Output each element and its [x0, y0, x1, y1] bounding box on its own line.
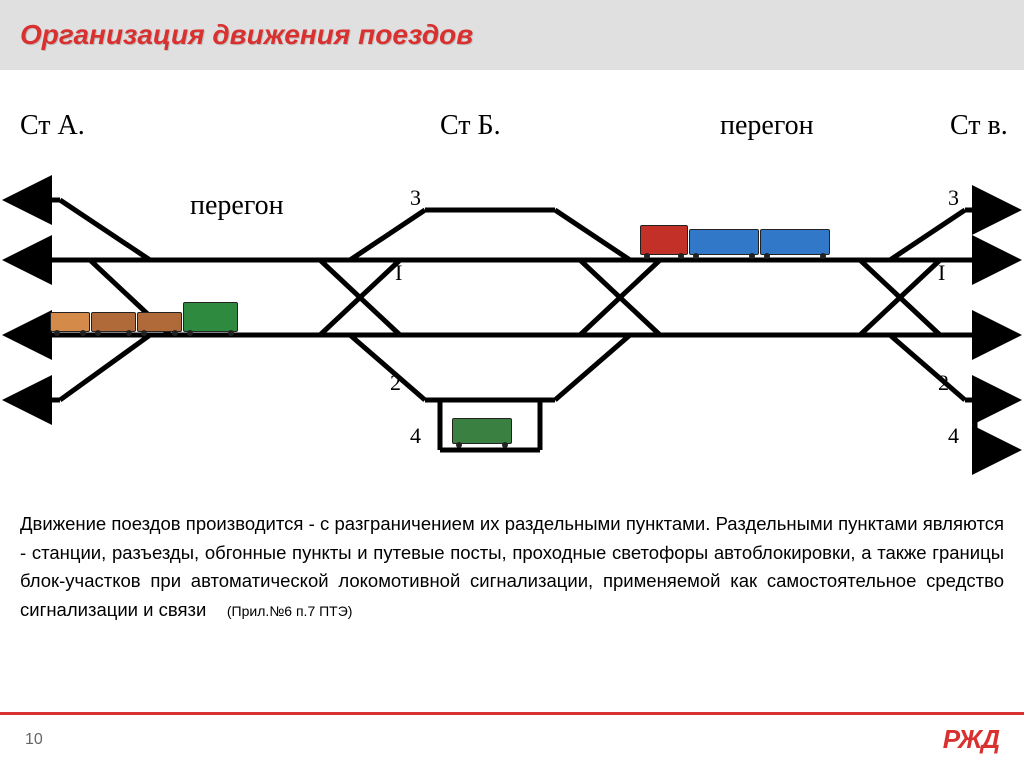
body-citation: (Прил.№6 п.7 ПТЭ)	[227, 603, 353, 619]
body-text: Движение поездов производится - с разгра…	[0, 500, 1024, 625]
freight-car	[137, 312, 182, 332]
passenger-locomotive	[640, 225, 688, 255]
shunter-car	[452, 418, 512, 444]
body-paragraph: Движение поездов производится - с разгра…	[20, 513, 1004, 620]
shunter-locomotive	[452, 418, 512, 444]
passenger-car	[760, 229, 830, 255]
freight-car	[91, 312, 136, 332]
header-bar: Организация движения поездов	[0, 0, 1024, 70]
passenger-train	[640, 225, 830, 255]
passenger-car	[689, 229, 759, 255]
track-diagram: Ст А. перегон Ст Б. перегон Ст в. 3 I 2 …	[0, 70, 1024, 500]
freight-train	[50, 302, 238, 332]
page-number: 10	[25, 731, 43, 749]
footer: 10 РЖД	[0, 712, 1024, 767]
rzd-logo: РЖД	[943, 724, 999, 755]
footer-line	[0, 712, 1024, 715]
freight-car	[50, 312, 90, 332]
freight-locomotive	[183, 302, 238, 332]
track-svg	[0, 70, 1024, 500]
page-title: Организация движения поездов	[20, 19, 473, 51]
